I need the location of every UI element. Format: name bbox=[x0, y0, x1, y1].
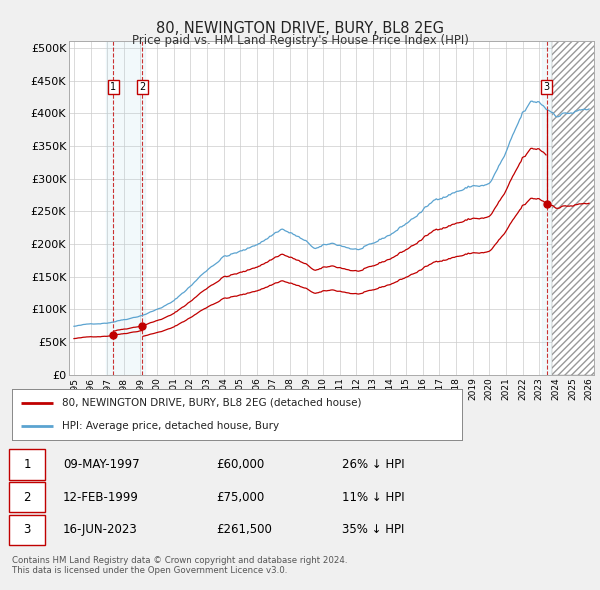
Text: 09-MAY-1997: 09-MAY-1997 bbox=[63, 458, 140, 471]
Text: 26% ↓ HPI: 26% ↓ HPI bbox=[342, 458, 404, 471]
Bar bbox=[551, 41, 598, 375]
FancyBboxPatch shape bbox=[9, 482, 45, 512]
Text: £75,000: £75,000 bbox=[216, 490, 264, 504]
Text: 80, NEWINGTON DRIVE, BURY, BL8 2EG (detached house): 80, NEWINGTON DRIVE, BURY, BL8 2EG (deta… bbox=[62, 398, 361, 408]
Text: Contains HM Land Registry data © Crown copyright and database right 2024.
This d: Contains HM Land Registry data © Crown c… bbox=[12, 556, 347, 575]
Text: £60,000: £60,000 bbox=[216, 458, 264, 471]
Bar bbox=[542, 41, 551, 375]
Text: £261,500: £261,500 bbox=[216, 523, 272, 536]
Text: 16-JUN-2023: 16-JUN-2023 bbox=[63, 523, 138, 536]
Text: 11% ↓ HPI: 11% ↓ HPI bbox=[342, 490, 404, 504]
Text: 80, NEWINGTON DRIVE, BURY, BL8 2EG: 80, NEWINGTON DRIVE, BURY, BL8 2EG bbox=[156, 21, 444, 35]
Text: Price paid vs. HM Land Registry's House Price Index (HPI): Price paid vs. HM Land Registry's House … bbox=[131, 34, 469, 47]
Text: 3: 3 bbox=[23, 523, 31, 536]
Text: 1: 1 bbox=[23, 458, 31, 471]
FancyBboxPatch shape bbox=[9, 449, 45, 480]
Text: 2: 2 bbox=[23, 490, 31, 504]
Text: 12-FEB-1999: 12-FEB-1999 bbox=[63, 490, 139, 504]
FancyBboxPatch shape bbox=[9, 514, 45, 545]
Text: 3: 3 bbox=[544, 82, 550, 92]
Text: 1: 1 bbox=[110, 82, 116, 92]
Text: 35% ↓ HPI: 35% ↓ HPI bbox=[342, 523, 404, 536]
Text: 2: 2 bbox=[139, 82, 146, 92]
Text: HPI: Average price, detached house, Bury: HPI: Average price, detached house, Bury bbox=[62, 421, 278, 431]
Bar bbox=[106, 41, 145, 375]
